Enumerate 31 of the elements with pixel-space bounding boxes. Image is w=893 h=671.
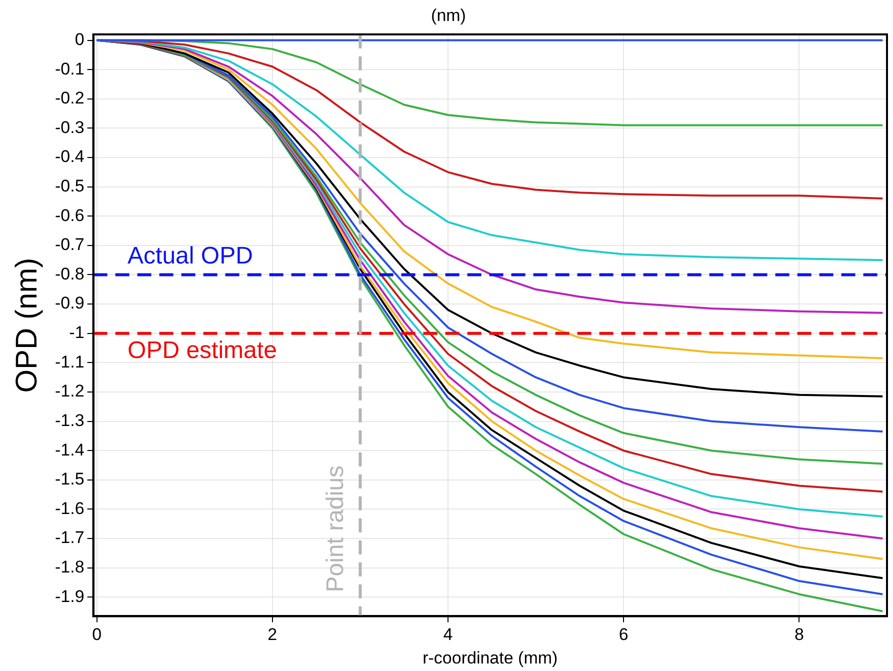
x-tick-label: 2 <box>268 625 278 644</box>
x-tick-label: 0 <box>92 625 102 644</box>
y-tick-label: -1 <box>69 323 84 342</box>
y-tick-label: -0.1 <box>54 59 84 78</box>
y-tick-label: 0 <box>74 30 84 49</box>
y-tick-label: -0.4 <box>54 147 84 166</box>
y-axis-title: OPD (nm) <box>10 258 44 393</box>
y-tick-label: -0.3 <box>54 118 84 137</box>
y-tick-label: -0.8 <box>54 264 84 284</box>
x-tick-label: 6 <box>618 625 628 644</box>
chart-title: (nm) <box>431 6 466 25</box>
y-tick-label: -0.2 <box>54 88 84 108</box>
y-tick-label: -1.3 <box>54 410 84 430</box>
y-tick-label: -0.5 <box>54 176 84 196</box>
x-tick-label: 8 <box>794 625 804 644</box>
y-tick-label: -1.8 <box>54 558 84 577</box>
x-tick-label: 4 <box>443 625 453 644</box>
y-tick-label: -1.5 <box>54 470 84 489</box>
y-tick-label: -1.7 <box>54 528 84 548</box>
ref-line-label: Actual OPD <box>128 242 253 270</box>
y-tick-label: -0.7 <box>54 235 84 254</box>
ref-line-label: OPD estimate <box>128 336 277 364</box>
y-tick-label: -1.2 <box>54 382 84 401</box>
y-tick-label: -1.6 <box>54 498 84 518</box>
y-tick-label: -1.1 <box>54 352 84 372</box>
y-tick-label: -0.6 <box>54 206 84 225</box>
y-tick-label: -0.9 <box>54 294 84 313</box>
y-tick-label: -1.4 <box>54 440 84 460</box>
x-axis-title: r-coordinate (mm) <box>422 648 558 668</box>
ref-line-label: Point radius <box>322 465 349 592</box>
y-tick-label: -1.9 <box>54 586 84 606</box>
